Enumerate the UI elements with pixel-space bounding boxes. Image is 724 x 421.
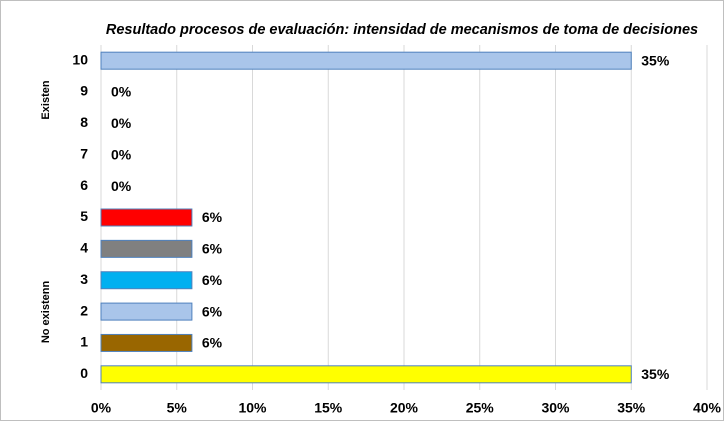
- y-tick-label: 8: [80, 114, 88, 130]
- y-tick-label: 7: [80, 145, 88, 161]
- bar: [100, 365, 632, 384]
- y-tick-label: 6: [80, 177, 88, 193]
- value-label: 35%: [641, 52, 670, 68]
- bar: [100, 239, 193, 258]
- y-tick-label: 9: [80, 83, 88, 99]
- y-tick-label: 2: [80, 302, 88, 318]
- chart-title: Resultado procesos de evaluación: intens…: [106, 22, 698, 38]
- bar: [100, 271, 193, 290]
- y-tick-label: 4: [80, 240, 88, 256]
- value-label: 6%: [202, 335, 223, 351]
- x-tick-label: 40%: [693, 400, 722, 416]
- x-tick-label: 15%: [314, 400, 343, 416]
- value-label: 6%: [202, 209, 223, 225]
- value-label: 0%: [111, 178, 132, 194]
- y-tick-label: 1: [80, 334, 88, 350]
- value-label: 0%: [111, 84, 132, 100]
- value-label: 6%: [202, 272, 223, 288]
- bar: [100, 208, 193, 227]
- value-label: 6%: [202, 241, 223, 257]
- y-tick-label: 3: [80, 271, 88, 287]
- y-tick-label: 10: [72, 51, 88, 67]
- x-tick-label: 35%: [617, 400, 646, 416]
- value-label: 6%: [202, 303, 223, 319]
- x-tick-label: 25%: [466, 400, 495, 416]
- x-tick-label: 0%: [91, 400, 112, 416]
- value-label: 0%: [111, 115, 132, 131]
- bar: [100, 302, 193, 321]
- x-tick-label: 20%: [390, 400, 419, 416]
- group-label: Existen: [40, 80, 52, 119]
- y-tick-label: 5: [80, 208, 88, 224]
- value-label: 35%: [641, 366, 670, 382]
- x-tick-label: 5%: [167, 400, 188, 416]
- x-tick-label: 10%: [238, 400, 267, 416]
- group-label: No existenn: [40, 281, 52, 344]
- bar: [100, 333, 193, 352]
- x-tick-label: 30%: [541, 400, 570, 416]
- value-label: 0%: [111, 146, 132, 162]
- bar: [100, 51, 632, 70]
- y-tick-label: 0: [80, 365, 88, 381]
